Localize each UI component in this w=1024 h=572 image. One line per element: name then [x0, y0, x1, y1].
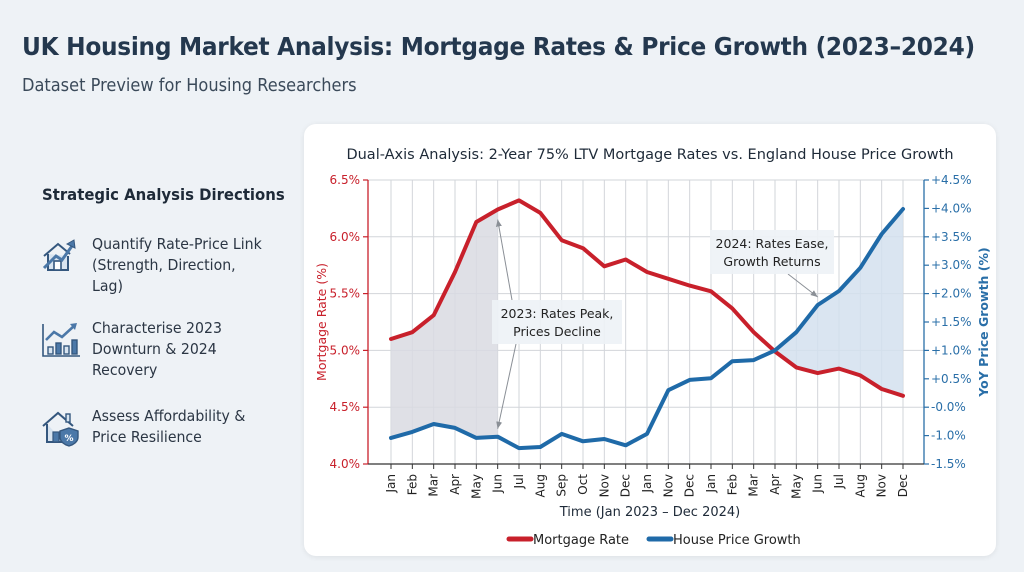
x-tick-label: Oct	[576, 474, 590, 495]
right-tick-label: +4.0%	[931, 201, 972, 215]
x-tick-label: May	[469, 474, 483, 499]
x-tick-label: Jan	[384, 474, 398, 494]
annotation-text: 2023: Rates Peak,	[501, 306, 614, 321]
left-tick-label: 5.5%	[330, 287, 361, 301]
svg-text:%: %	[64, 434, 73, 444]
right-tick-label: +0.5%	[931, 372, 972, 386]
x-tick-label: Feb	[405, 474, 419, 495]
annotations: 2023: Rates Peak, Prices Decline 2024: Rat…	[492, 219, 834, 429]
house-growth-arrow-icon	[42, 239, 76, 271]
right-tick-label: -0.0%	[931, 400, 966, 414]
right-tick-label: +2.0%	[931, 287, 972, 301]
axes: 4.0% 4.5% 5.0% 5.5% 6.0% 6.5% +4.5% +4.0% +3.5% +…	[314, 173, 991, 499]
house-price-growth-line	[389, 207, 905, 451]
shaded-region-2024-gap	[775, 208, 903, 396]
left-axis-title: Mortgage Rate (%)	[314, 263, 329, 381]
house-percent-shield-icon: %	[42, 411, 79, 447]
x-tick-label: Feb	[725, 474, 739, 495]
x-tick-label: Nov	[875, 474, 889, 497]
right-tick-label: +4.5%	[931, 173, 972, 187]
page-subtitle: Dataset Preview for Housing Researchers	[22, 75, 357, 96]
x-tick-label: Nov	[597, 474, 611, 497]
x-tick-label: Dec	[619, 474, 633, 497]
sidebar-heading: Strategic Analysis Directions	[42, 185, 285, 204]
x-tick-label: Aug	[533, 474, 547, 497]
annotation-text: 2024: Rates Ease,	[716, 236, 829, 251]
left-tick-label: 6.5%	[330, 173, 361, 187]
legend: Mortgage Rate House Price Growth	[506, 533, 801, 548]
chart-card: Dual-Axis Analysis: 2-Year 75% LTV Mortg…	[304, 124, 996, 556]
x-tick-label: Mar	[747, 474, 761, 497]
left-tick-label: 6.0%	[330, 230, 361, 244]
direction-item-downturn-recovery: Characterise 2023 Downturn & 2024 Recove…	[40, 318, 282, 381]
left-tick-label: 4.5%	[330, 400, 361, 414]
right-tick-label: +3.0%	[931, 258, 972, 272]
annotation-arrow	[496, 343, 517, 429]
x-tick-label: Nov	[661, 474, 675, 497]
right-tick-label: -1.5%	[931, 457, 966, 471]
right-tick-label: -1.0%	[931, 429, 966, 443]
legend-label: House Price Growth	[673, 533, 801, 548]
x-tick-label: Jan	[640, 474, 654, 494]
x-tick-label: Jul	[512, 474, 526, 489]
annotation-text: Growth Returns	[723, 254, 820, 269]
direction-item-rate-price-link: Quantify Rate-Price Link (Strength, Dire…	[40, 234, 282, 297]
x-axis-label: Time (Jan 2023 – Dec 2024)	[559, 505, 740, 520]
x-tick-label: Dec	[683, 474, 697, 497]
annotation-box	[710, 230, 834, 274]
x-tick-label: Jun	[811, 474, 825, 494]
legend-label: Mortgage Rate	[533, 533, 629, 548]
page-title: UK Housing Market Analysis: Mortgage Rat…	[22, 32, 975, 61]
left-tick-label: 5.0%	[330, 343, 361, 357]
right-tick-label: +3.5%	[931, 230, 972, 244]
direction-item-affordability: % Assess Affordability & Price Resilienc…	[40, 406, 282, 448]
x-tick-label: Jun	[491, 474, 505, 494]
x-tick-label: Apr	[768, 474, 782, 495]
annotation-arrow	[495, 219, 513, 301]
x-tick-label: Jan	[704, 474, 718, 494]
annotation-box	[492, 300, 622, 344]
mortgage-rate-line	[389, 198, 905, 398]
x-tick-label: Mar	[427, 474, 441, 497]
x-tick-label: Apr	[448, 474, 462, 495]
annotation-text: Prices Decline	[513, 324, 601, 339]
chart-title: Dual-Axis Analysis: 2-Year 75% LTV Mortg…	[346, 147, 953, 163]
x-tick-label: Dec	[896, 474, 910, 497]
series-lines	[389, 198, 905, 451]
x-tick-label: Aug	[853, 474, 867, 497]
right-tick-label: +1.0%	[931, 343, 972, 357]
right-axis-title: YoY Price Growth (%)	[976, 247, 991, 397]
dual-axis-chart: Dual-Axis Analysis: 2-Year 75% LTV Mortg…	[314, 147, 991, 548]
shaded-region-2023-gap	[391, 209, 498, 438]
annotation-arrow	[787, 273, 818, 298]
x-tick-label: Sep	[555, 474, 569, 497]
bar-chart-trend-icon	[42, 323, 80, 357]
direction-item-label: Assess Affordability & Price Resilience	[92, 407, 246, 446]
shaded-regions	[391, 208, 903, 438]
direction-item-label: Characterise 2023 Downturn & 2024 Recove…	[92, 319, 222, 379]
left-tick-label: 4.0%	[330, 457, 361, 471]
right-tick-label: +1.5%	[931, 315, 972, 329]
direction-item-label: Quantify Rate-Price Link (Strength, Dire…	[92, 235, 262, 295]
x-tick-label: Jul	[832, 474, 846, 489]
x-tick-label: May	[789, 474, 803, 499]
